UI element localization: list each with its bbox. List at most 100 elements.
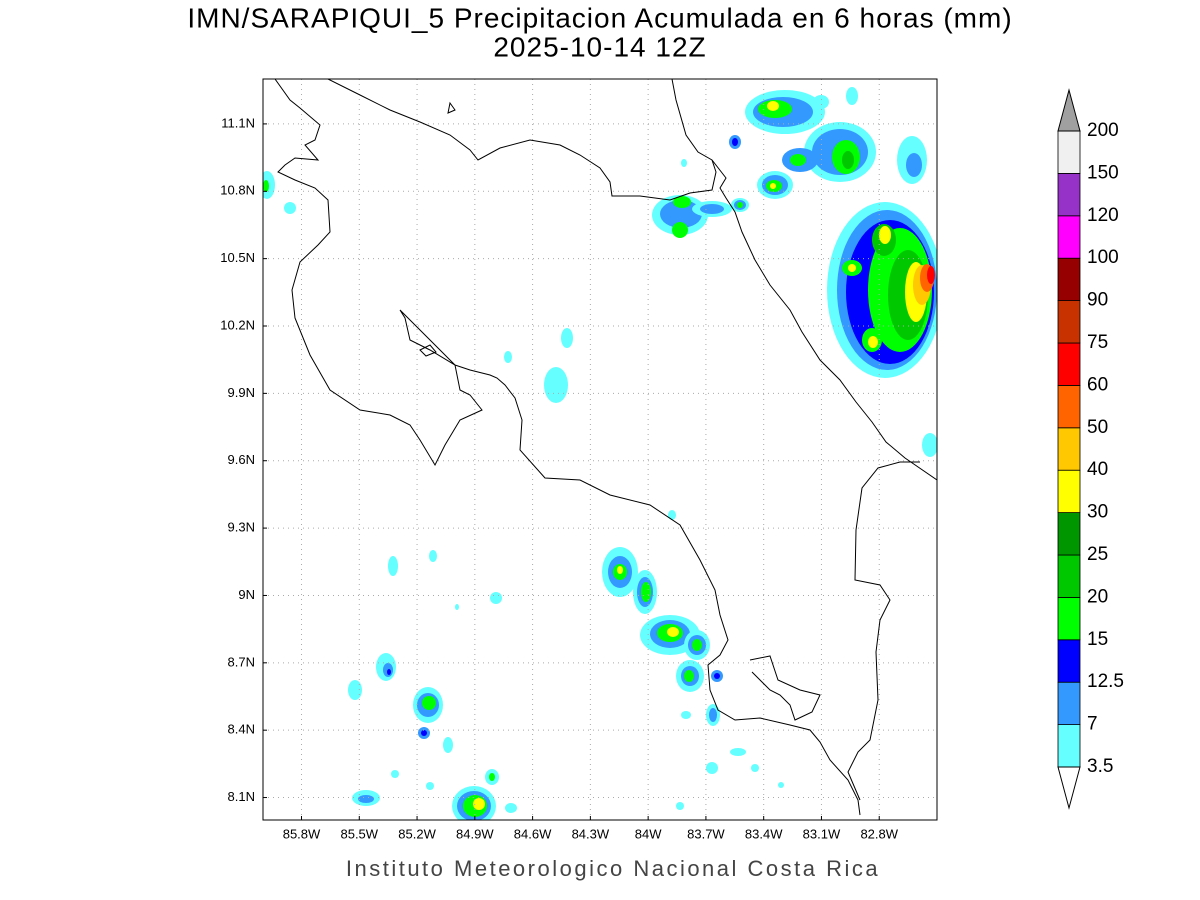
precip-area (770, 183, 776, 189)
precip-area (848, 264, 856, 272)
border (327, 79, 717, 201)
precip-area (672, 222, 688, 238)
precip-area (676, 802, 684, 810)
precip-area (387, 669, 391, 675)
colorbar-segment (1057, 342, 1081, 386)
precip-area (714, 673, 720, 679)
precip-area (706, 762, 718, 774)
y-tick-label: 9.6N (228, 452, 255, 467)
colorbar-segment (1057, 639, 1081, 683)
precip-area (391, 770, 399, 778)
x-tick-label: 84.3W (572, 826, 610, 841)
x-tick-label: 84.6W (514, 826, 552, 841)
x-tick-label: 83.1W (803, 826, 841, 841)
precip-area (868, 336, 878, 348)
precip-area (490, 592, 502, 604)
precip-area (668, 510, 676, 520)
grid: 85.8W 85.5W 85.2W 84.9W 84.6W 84.3W 84W 83.7W 83… (220, 79, 937, 841)
precip-area (790, 154, 806, 166)
y-tick-label: 8.4N (228, 722, 255, 737)
x-tick-label: 85.2W (398, 826, 436, 841)
colorbar-label: 75 (1087, 332, 1108, 353)
precip-area (681, 159, 687, 167)
precip-area (737, 202, 743, 208)
footer: Instituto Meteorologico Nacional Costa R… (346, 856, 880, 881)
precip-area (813, 95, 829, 109)
colorbar-label: 12.5 (1087, 671, 1124, 692)
precip-area (732, 138, 738, 146)
precip-area (681, 711, 691, 719)
precip-area (348, 680, 362, 700)
precip-area (473, 798, 485, 810)
precip-area (700, 204, 724, 214)
precip-area (927, 266, 935, 284)
colorbar-segment (1057, 130, 1081, 174)
x-tick-label: 85.8W (283, 826, 321, 841)
precip-area (617, 566, 623, 574)
precip-area (709, 708, 717, 722)
precip-area (263, 180, 269, 192)
colorbar-label: 200 (1087, 120, 1119, 141)
precip-area (489, 773, 495, 781)
colorbar-segment (1057, 215, 1081, 259)
precip-area (544, 367, 568, 403)
colorbar-label: 50 (1087, 417, 1108, 438)
precip-area (641, 582, 651, 602)
colorbar-segment (1057, 597, 1081, 641)
y-tick-label: 10.5N (220, 250, 255, 265)
island (447, 101, 456, 114)
precip-area (388, 556, 398, 576)
y-tick-label: 9.9N (228, 385, 255, 400)
y-tick-label: 9.3N (228, 520, 255, 535)
coastlines (274, 79, 937, 816)
precip-area (922, 433, 937, 457)
x-tick-label: 82.8W (860, 826, 898, 841)
colorbar-label: 90 (1087, 290, 1108, 311)
precip-area (561, 328, 573, 348)
precip-area (673, 196, 691, 208)
precip-area (421, 730, 427, 736)
coastline (274, 79, 861, 816)
precip-area (667, 627, 679, 637)
colorbar-segment (1057, 384, 1081, 429)
colorbar-label: 7 (1087, 714, 1098, 735)
y-tick-label: 11.1N (221, 115, 255, 130)
precip-area (906, 153, 922, 177)
precip-area (422, 696, 436, 710)
colorbar-label: 150 (1087, 162, 1119, 183)
precip-area (879, 226, 891, 244)
colorbar-under (1057, 766, 1081, 810)
colorbar-label: 120 (1087, 205, 1119, 226)
x-tick-label: 83.7W (687, 826, 725, 841)
precip-area (455, 604, 459, 610)
x-tick-label: 85.5W (340, 826, 378, 841)
colorbar-segment (1057, 427, 1081, 471)
colorbar-label: 30 (1087, 502, 1108, 523)
precipitation-layer (263, 87, 937, 820)
title: IMN/SARAPIQUI_5 Precipitacion Acumulada … (187, 2, 1012, 33)
y-tick-label: 8.7N (228, 654, 255, 669)
colorbar-segment (1057, 681, 1081, 726)
colorbar-label: 40 (1087, 459, 1108, 480)
colorbar: 3.5 7 12.5 15 20 25 30 40 50 60 75 90 100 120 150 200 (1057, 88, 1124, 810)
precip-area (846, 87, 858, 105)
colorbar-segment (1057, 257, 1081, 302)
colorbar-label: 3.5 (1087, 756, 1113, 777)
colorbar-segment (1057, 724, 1081, 768)
precip-area (426, 782, 434, 790)
island (419, 344, 437, 357)
precip-area (504, 351, 512, 363)
y-tick-label: 10.2N (220, 317, 255, 332)
coastline (749, 655, 821, 721)
precip-area (505, 803, 517, 813)
colorbar-segment (1057, 300, 1081, 344)
colorbar-segment (1057, 512, 1081, 556)
colorbar-over (1057, 88, 1081, 132)
precip-area (284, 202, 296, 214)
precip-area (778, 782, 784, 788)
colorbar-label: 100 (1087, 247, 1119, 268)
colorbar-segment (1057, 172, 1081, 217)
colorbar-label: 60 (1087, 374, 1108, 395)
